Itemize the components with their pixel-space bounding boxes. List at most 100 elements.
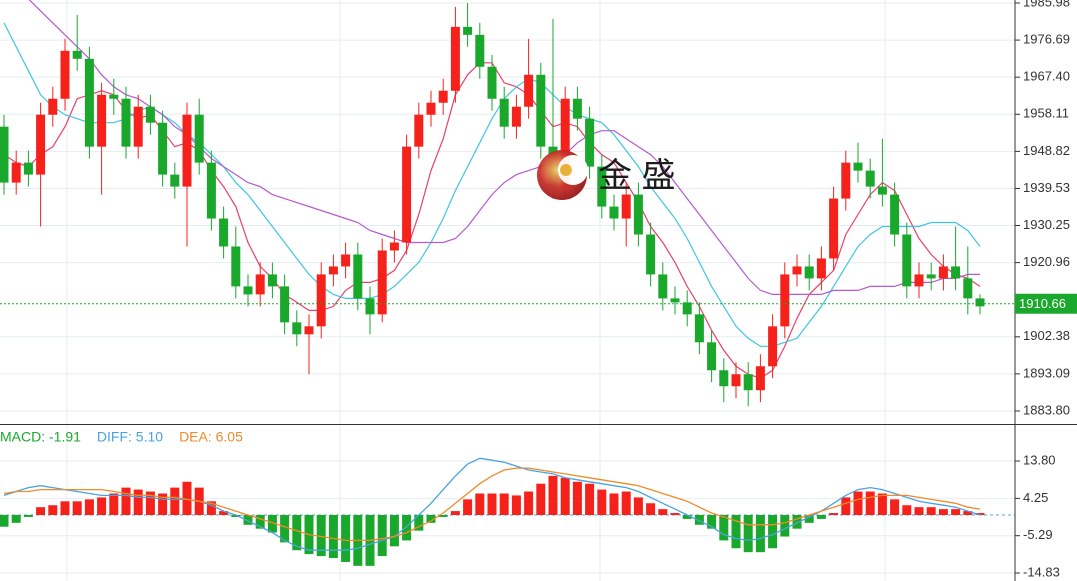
macd-bar (389, 515, 399, 547)
macd-bar (768, 515, 778, 549)
macd-bar (341, 515, 351, 562)
candle-body (609, 206, 619, 219)
candle-body (853, 162, 863, 171)
macd-bar (646, 503, 656, 516)
macd-bar (755, 515, 765, 553)
candle-body (707, 342, 717, 371)
macd-bar (938, 509, 948, 516)
macd-bar (719, 515, 729, 541)
macd-bar (243, 515, 253, 525)
candle-body (158, 122, 168, 175)
candle-body (658, 274, 668, 299)
candle-body (585, 118, 595, 167)
macd-bar (609, 493, 619, 516)
macd-bar (402, 515, 412, 541)
candle-body (487, 66, 497, 99)
candle-body (292, 322, 302, 335)
candle-body (182, 114, 192, 187)
macd-bar (877, 493, 887, 516)
macd-bar (536, 483, 546, 516)
candle-body (255, 274, 265, 295)
candle-body (11, 162, 21, 183)
macd-bar (731, 515, 741, 549)
candle-body (72, 50, 82, 59)
candle-body (719, 370, 729, 387)
macd-bar (60, 501, 70, 516)
macd-bar (475, 493, 485, 516)
macd-bar (975, 513, 985, 516)
macd-bar (572, 481, 582, 516)
macd-bar (121, 487, 131, 516)
candle-body (243, 286, 253, 295)
macd-bar (914, 507, 924, 516)
candle-body (145, 106, 155, 123)
candle-body (414, 114, 424, 147)
candle-body (597, 166, 607, 207)
macd-bar (0, 515, 9, 527)
macd-bar (426, 515, 436, 523)
macd-bar (219, 511, 229, 516)
candle-body (914, 274, 924, 287)
y-tick-label: 1902.38 (1023, 328, 1070, 343)
macd-bar (548, 475, 558, 516)
macd-bar (255, 515, 265, 529)
legend-item: MACD: -1.91 (0, 429, 81, 445)
y-tick-label: 1930.25 (1023, 217, 1070, 232)
macd-bar (792, 515, 802, 529)
grid (0, 2, 1015, 574)
candle-body (231, 246, 241, 287)
candle-body (426, 102, 436, 115)
macd-bar (170, 487, 180, 516)
macd-bar (487, 493, 497, 516)
macd-bar (328, 515, 338, 559)
candle-body (48, 98, 58, 115)
candle-body (219, 218, 229, 247)
candle-body (829, 198, 839, 259)
candle-body (902, 234, 912, 287)
candle-body (694, 314, 704, 343)
macd-panel (0, 457, 1015, 566)
candle-body (536, 74, 546, 147)
macd-bar (707, 515, 717, 529)
candle-body (511, 106, 521, 127)
candle-body (341, 254, 351, 267)
macd-bar (951, 509, 961, 516)
candle-body (938, 266, 948, 279)
candle-body (743, 374, 753, 391)
candle-body (280, 286, 290, 323)
candle-body (682, 302, 692, 315)
y-tick-label: 1985.98 (1023, 0, 1070, 9)
macd-bar (23, 515, 33, 517)
candle-body (389, 242, 399, 251)
macd-bar (963, 511, 973, 516)
macd-bar (231, 515, 241, 517)
macd-bar (145, 491, 155, 516)
candle-body (755, 366, 765, 391)
candle-body (951, 266, 961, 279)
macd-bar (133, 489, 143, 516)
candle-body (438, 90, 448, 103)
legend-item: DIFF: 5.10 (97, 429, 163, 445)
candle-body (267, 274, 277, 287)
candle-body (475, 34, 485, 67)
y-tick-label: 1958.11 (1023, 106, 1069, 121)
candle-body (499, 98, 509, 127)
macd-bar (816, 515, 826, 519)
macd-bar (853, 491, 863, 516)
candle-body (316, 274, 326, 327)
y-tick-label: 13.80 (1023, 452, 1056, 467)
candle-body (560, 98, 570, 187)
macd-bar (499, 493, 509, 516)
watermark-text: 金 盛 (598, 157, 675, 195)
candle-body (731, 374, 741, 387)
last-price-label: 1910.66 (1019, 296, 1066, 311)
macd-bar (743, 515, 753, 553)
macd-bar (890, 499, 900, 516)
macd-bar (804, 515, 814, 523)
macd-bar (97, 497, 107, 516)
y-tick-label: 1948.82 (1023, 143, 1070, 158)
candle-body (0, 126, 9, 183)
candle-body (60, 50, 70, 99)
candle-body (621, 194, 631, 219)
